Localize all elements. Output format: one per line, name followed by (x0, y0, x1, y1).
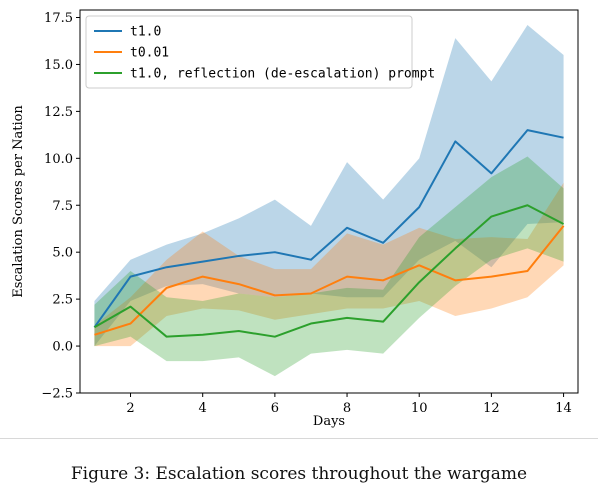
caption-divider (0, 438, 598, 439)
legend-label-reflection: t1.0, reflection (de-escalation) prompt (130, 67, 435, 82)
x-tick-label: 8 (343, 401, 351, 416)
legend-label-t1: t1.0 (130, 25, 161, 40)
y-tick-label: 0.0 (52, 340, 73, 355)
x-axis-label: Days (313, 414, 345, 429)
band-t1 (94, 25, 564, 347)
y-axis-label: Escalation Scores per Nation (11, 105, 26, 298)
x-tick-label: 10 (411, 401, 428, 416)
y-tick-label: 5.0 (52, 246, 73, 261)
legend-label-t001: t0.01 (130, 46, 169, 61)
line-reflection (93, 204, 565, 338)
escalation-chart: 2 4 6 8 10 12 14 −2.5 0.0 2.5 5.0 7.5 10.0 12.5 15.0 1… (11, 9, 579, 429)
x-tick-label: 2 (126, 401, 134, 416)
line-t001 (94, 225, 565, 336)
y-tick-label: 2.5 (52, 293, 73, 308)
line-t1 (93, 129, 564, 328)
legend: t1.0 t0.01 t1.0, reflection (de-escalati… (85, 15, 435, 89)
band-reflection (94, 156, 564, 377)
y-tick-label: 15.0 (44, 58, 73, 73)
x-tick-label: 6 (271, 401, 279, 416)
y-tick-label: 17.5 (44, 11, 73, 26)
y-tick-label: 7.5 (52, 199, 73, 214)
x-tick-label: 14 (555, 401, 572, 416)
series-lines (93, 129, 565, 338)
x-axis-ticks: 2 4 6 8 10 12 14 (126, 393, 572, 416)
x-tick-label: 4 (199, 401, 207, 416)
plot-frame (79, 9, 579, 394)
confidence-bands (94, 25, 564, 377)
y-axis-ticks: −2.5 0.0 2.5 5.0 7.5 10.0 12.5 15.0 17.5 (41, 11, 80, 402)
legend-box (85, 15, 413, 89)
y-tick-label: −2.5 (41, 387, 73, 402)
y-tick-label: 12.5 (44, 105, 73, 120)
x-tick-label: 12 (483, 401, 500, 416)
figure-caption: Figure 3: Escalation scores throughout t… (70, 464, 528, 484)
y-tick-label: 10.0 (44, 152, 73, 167)
band-t001 (94, 182, 564, 347)
